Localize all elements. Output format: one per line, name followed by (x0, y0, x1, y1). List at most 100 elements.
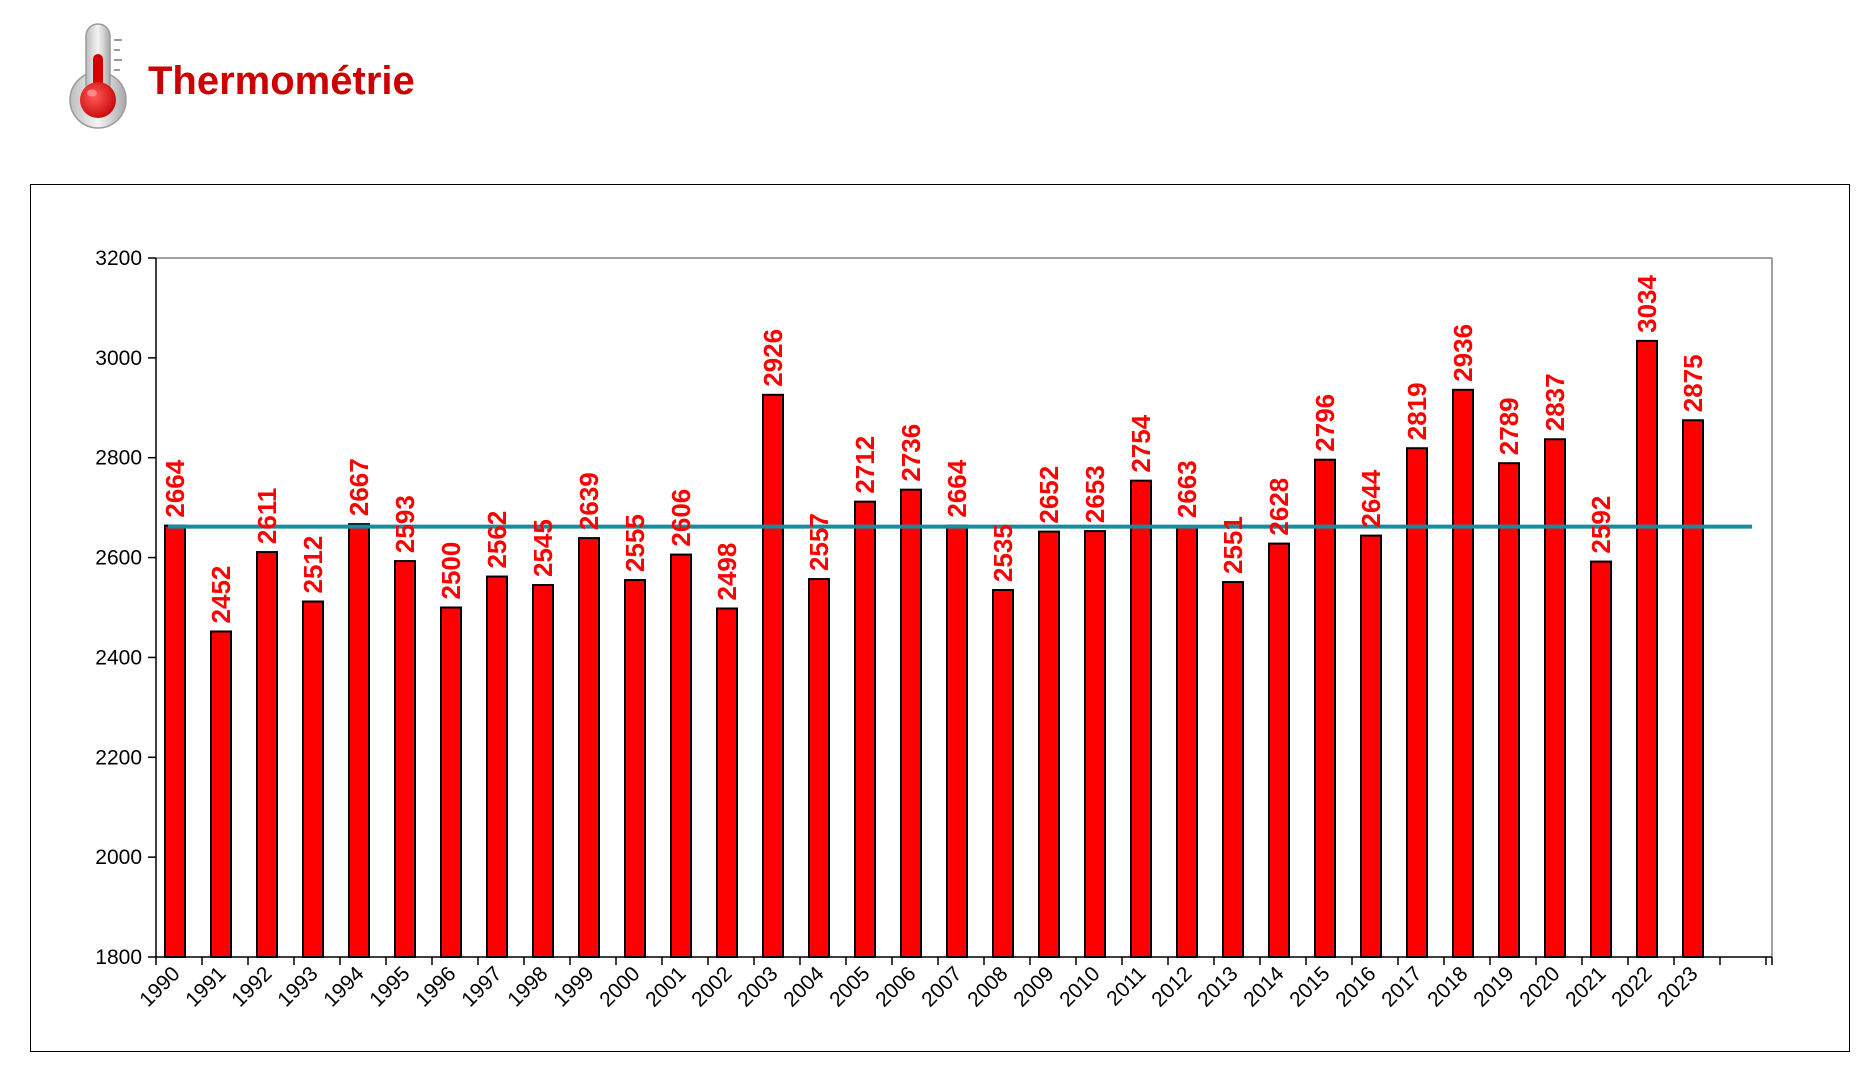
x-tick-label: 2013 (1193, 962, 1242, 1011)
bar-value-label: 2667 (344, 458, 374, 516)
y-tick-label: 2000 (95, 846, 142, 869)
bar-value-label: 2736 (896, 424, 926, 482)
bar-value-label: 2555 (620, 514, 650, 572)
x-tick-label: 2014 (1239, 962, 1289, 1012)
x-tick-label: 2011 (1102, 962, 1150, 1010)
x-tick-label: 2000 (595, 962, 644, 1011)
thermometer-icon (69, 23, 127, 129)
bar-value-label: 2535 (988, 524, 1018, 582)
y-tick-label: 3200 (95, 247, 142, 270)
x-tick-label: 1990 (135, 962, 184, 1011)
x-tick-label: 2020 (1515, 962, 1564, 1011)
x-tick-label: 2023 (1653, 962, 1702, 1011)
bar-value-label: 2644 (1356, 469, 1386, 527)
bar (578, 537, 600, 958)
x-tick-label: 2007 (917, 962, 966, 1011)
bar (164, 524, 186, 958)
bar-value-label: 2789 (1494, 397, 1524, 455)
bar (394, 560, 416, 958)
bar (1682, 419, 1704, 958)
bar (854, 500, 876, 958)
bar (1406, 447, 1428, 958)
bar (670, 553, 692, 958)
bar-value-label: 2796 (1310, 394, 1340, 452)
bar-value-label: 2936 (1448, 324, 1478, 382)
bar-value-label: 2562 (482, 511, 512, 569)
bar (900, 488, 922, 958)
bar-value-label: 2498 (712, 543, 742, 601)
bar-value-label: 2628 (1264, 478, 1294, 536)
bar-value-label: 2754 (1126, 414, 1156, 472)
bar-value-label: 2611 (252, 488, 282, 544)
bar (1498, 462, 1520, 958)
x-tick-label: 2016 (1331, 962, 1380, 1011)
y-tick-label: 2600 (95, 547, 142, 570)
bar (1314, 458, 1336, 958)
x-tick-label: 2005 (825, 962, 874, 1011)
bar-value-label: 2551 (1218, 516, 1248, 574)
bar (256, 551, 278, 958)
bar-value-label: 2639 (574, 472, 604, 530)
y-tick-label: 2800 (95, 447, 142, 470)
bar (532, 584, 554, 958)
bar-value-label: 2819 (1402, 382, 1432, 440)
bar (1360, 534, 1382, 958)
x-tick-label: 1998 (503, 962, 552, 1011)
bar (808, 578, 830, 958)
x-tick-label: 2003 (733, 962, 782, 1011)
bar (1636, 339, 1658, 959)
bar (1452, 388, 1474, 959)
bar (1590, 560, 1612, 958)
bar (302, 600, 324, 958)
bar-value-label: 2663 (1172, 460, 1202, 518)
x-tick-label: 2009 (1009, 962, 1058, 1011)
bar-value-label: 3034 (1632, 275, 1662, 333)
x-tick-label: 2002 (687, 962, 736, 1011)
x-tick-label: 1992 (227, 962, 276, 1011)
bar-value-label: 2926 (758, 329, 788, 387)
bar-value-label: 2593 (390, 495, 420, 553)
bar-value-label: 2652 (1034, 466, 1064, 524)
x-tick-label: 2015 (1285, 962, 1334, 1011)
x-tick-label: 2006 (871, 962, 920, 1011)
bar (946, 524, 968, 958)
x-tick-label: 2012 (1147, 962, 1196, 1011)
y-tick-label: 3000 (95, 347, 142, 370)
bar (1544, 438, 1566, 958)
bar-value-label: 2712 (850, 436, 880, 494)
x-tick-label: 2008 (963, 962, 1012, 1011)
bar (992, 589, 1014, 958)
x-tick-label: 1991 (181, 962, 230, 1011)
x-tick-label: 2010 (1055, 962, 1104, 1011)
bar-value-label: 2606 (666, 489, 696, 547)
bar-value-label: 2875 (1678, 354, 1708, 412)
page-header: Thermométrie (64, 18, 415, 130)
y-tick-label: 2200 (95, 746, 142, 769)
bar (624, 579, 646, 958)
x-tick-label: 2019 (1469, 962, 1518, 1011)
bar-value-label: 2664 (942, 459, 972, 517)
bar (1268, 542, 1290, 958)
x-tick-label: 1995 (365, 962, 414, 1011)
bar-value-label: 2545 (528, 519, 558, 577)
bar (1130, 479, 1152, 958)
bar-value-label: 2452 (206, 566, 236, 624)
y-tick-label: 1800 (95, 946, 142, 969)
bar-value-label: 2653 (1080, 465, 1110, 523)
x-tick-label: 1997 (457, 962, 506, 1011)
bar (486, 575, 508, 958)
y-tick-label: 2400 (95, 646, 142, 669)
bar-value-label: 2512 (298, 536, 328, 594)
x-tick-label: 2017 (1377, 962, 1426, 1011)
x-tick-label: 1994 (319, 962, 369, 1012)
bar (762, 393, 784, 959)
x-tick-label: 1996 (411, 962, 460, 1011)
bar-value-label: 2837 (1540, 373, 1570, 431)
page-title: Thermométrie (148, 58, 415, 103)
bar (1176, 525, 1198, 958)
bar (440, 606, 462, 958)
x-tick-label: 2022 (1607, 962, 1656, 1011)
x-tick-label: 2001 (641, 962, 690, 1011)
x-tick-label: 2004 (779, 962, 829, 1012)
bar (348, 523, 370, 958)
